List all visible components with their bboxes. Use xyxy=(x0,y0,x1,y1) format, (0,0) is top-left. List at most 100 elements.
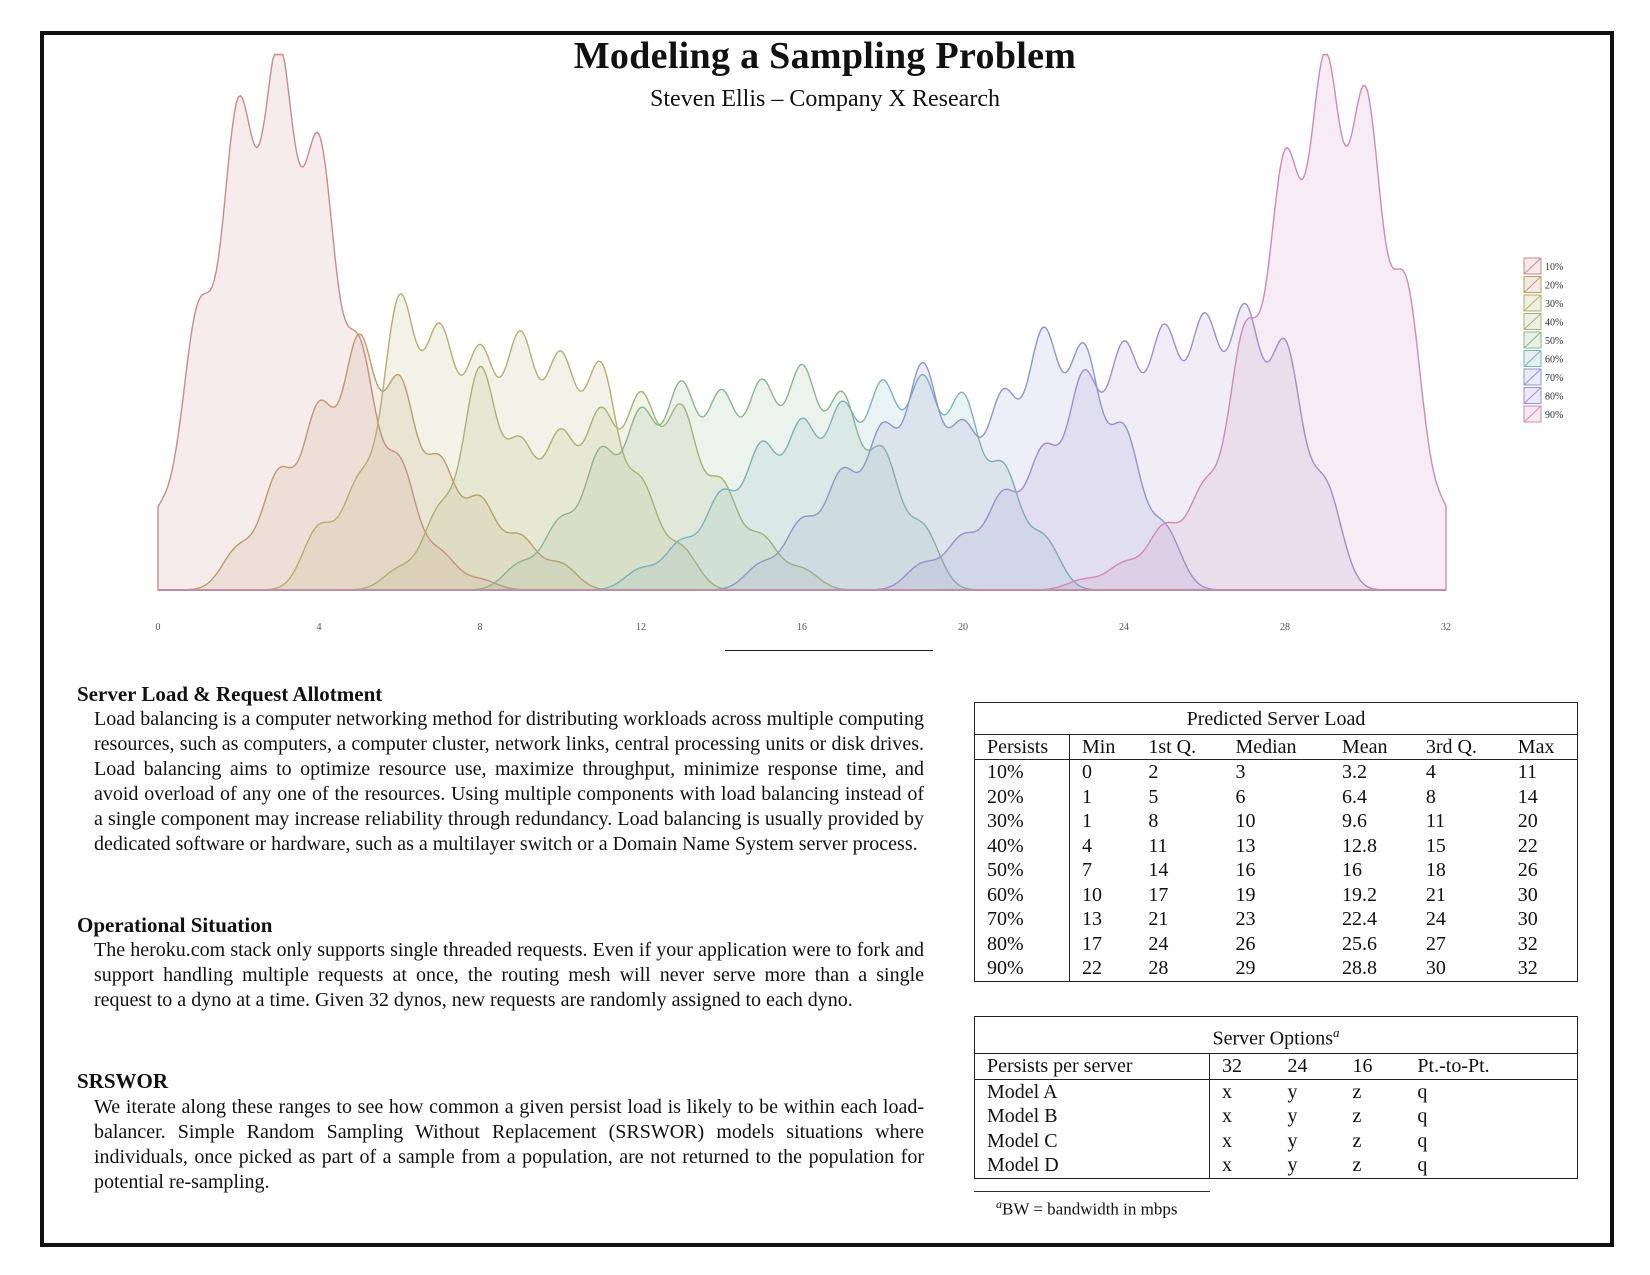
options-caption-text: Server Options xyxy=(1212,1027,1334,1050)
table-cell: 15 xyxy=(1425,834,1446,857)
server-options-table: Server Optionsa Persists per server 32 24 1… xyxy=(974,1016,1578,1179)
table-cell: 20% xyxy=(974,784,1070,809)
table-cell: 30 xyxy=(1517,908,1538,930)
legend-swatch-stroke xyxy=(1523,405,1542,423)
legend-label: 40% xyxy=(1545,318,1563,329)
table-cell: x xyxy=(1222,1154,1232,1177)
table-cell: 29 xyxy=(1235,957,1256,979)
table-row: 50% 7 14 16 16 18 26 xyxy=(974,858,1578,883)
legend-label: 80% xyxy=(1545,392,1563,403)
table-cell: 13 xyxy=(1082,908,1102,930)
table-cell: x xyxy=(1222,1080,1232,1103)
table-cell: 10 xyxy=(1235,810,1256,832)
column-header: Median xyxy=(1235,735,1297,758)
x-tick-label: 20 xyxy=(958,622,968,633)
table-cell: 14 xyxy=(1517,785,1538,808)
table-cell: 24 xyxy=(1425,908,1446,930)
table-caption: Predicted Server Load xyxy=(974,702,1578,735)
table-cell: 19 xyxy=(1235,883,1256,906)
x-tick-label: 0 xyxy=(156,622,161,633)
column-header: Min xyxy=(1082,735,1116,758)
table-cell: 21 xyxy=(1148,908,1169,930)
table-cell: y xyxy=(1287,1154,1298,1177)
legend-label: 30% xyxy=(1545,299,1563,310)
separator-rule xyxy=(725,650,933,651)
table-cell: Model C xyxy=(974,1128,1210,1154)
table-cell: 26 xyxy=(1517,859,1538,881)
table-cell: z xyxy=(1352,1105,1362,1128)
table-cell: 4 xyxy=(1425,761,1436,783)
x-tick-label: 12 xyxy=(636,622,646,633)
x-tick-label: 28 xyxy=(1280,622,1290,633)
table-cell: 9.6 xyxy=(1341,810,1367,832)
x-tick-label: 16 xyxy=(797,622,807,633)
table-cell: 0 xyxy=(1082,761,1092,783)
legend-swatch-stroke xyxy=(1523,350,1542,367)
footnote-text: BW = bandwidth in mbps xyxy=(1002,1199,1178,1219)
table-cell: q xyxy=(1417,1105,1428,1128)
table-row: 30% 1 8 10 9.6 11 20 xyxy=(974,809,1578,834)
table-cell: 17 xyxy=(1082,932,1102,955)
table-cell: 11 xyxy=(1517,761,1538,783)
table-cell: 8 xyxy=(1148,810,1159,832)
column-header: Mean xyxy=(1341,735,1388,758)
legend-swatch-stroke xyxy=(1523,294,1542,312)
legend-swatch-stroke xyxy=(1523,276,1542,293)
table-cell: 10% xyxy=(974,759,1070,785)
table-cell: x xyxy=(1222,1105,1232,1128)
table-cell: 26 xyxy=(1235,932,1256,955)
table-cell: z xyxy=(1352,1154,1362,1177)
x-tick-label: 8 xyxy=(478,622,483,633)
page-title: Modeling a Sampling Problem xyxy=(573,35,1077,77)
footnote: aBW = bandwidth in mbps xyxy=(996,1197,1178,1220)
table-cell: 8 xyxy=(1425,785,1436,808)
table-cell: 3 xyxy=(1235,761,1246,783)
table-cell: z xyxy=(1352,1129,1362,1152)
table-row: Model D x y z q xyxy=(974,1153,1578,1179)
table-cell: Model A xyxy=(974,1079,1210,1105)
legend-swatch-stroke xyxy=(1523,368,1542,386)
column-header: Persists xyxy=(974,734,1070,760)
section-text-load: Load balancing is a computer networking … xyxy=(94,708,924,855)
column-header: 3rd Q. xyxy=(1425,735,1477,758)
table-cell: 80% xyxy=(974,931,1070,956)
table-cell: 90% xyxy=(974,956,1070,981)
column-header: 32 xyxy=(1222,1055,1242,1078)
table-cell: 5 xyxy=(1148,785,1159,808)
table-cell: q xyxy=(1417,1129,1428,1152)
legend-label: 70% xyxy=(1545,373,1563,384)
legend-swatch-stroke xyxy=(1523,331,1542,349)
table-cell: 50% xyxy=(974,858,1070,883)
column-header: Pt.-to-Pt. xyxy=(1417,1055,1490,1078)
legend-label: 10% xyxy=(1545,262,1563,273)
column-header: Max xyxy=(1517,735,1555,758)
section-text-operational: The heroku.com stack only supports singl… xyxy=(94,939,924,1011)
table-cell: x xyxy=(1222,1129,1232,1152)
table-cell: 25.6 xyxy=(1341,932,1377,955)
table-cell: 14 xyxy=(1148,859,1169,881)
table-cell: Model D xyxy=(974,1153,1210,1179)
table-row: 90% 22 28 29 28.8 30 32 xyxy=(974,956,1578,981)
table-row: 20% 1 5 6 6.4 8 14 xyxy=(974,784,1578,809)
table-cell: 16 xyxy=(1235,859,1256,881)
table-cell: 20 xyxy=(1517,810,1538,832)
density-chart: 0 4 8 12 16 20 24 28 32 10% 20% 30% 40% 50% 60% 70% 80% 9… xyxy=(156,53,1563,633)
column-header: 1st Q. xyxy=(1148,735,1197,758)
table-row: Model C x y z q xyxy=(974,1128,1578,1154)
table-cell: 28 xyxy=(1148,957,1169,979)
table-cell: 18 xyxy=(1425,859,1446,881)
table-cell: 32 xyxy=(1517,957,1538,979)
table-cell: 27 xyxy=(1425,932,1446,955)
x-tick-label: 4 xyxy=(317,622,322,633)
table-cell: Model B xyxy=(974,1104,1210,1129)
legend-label: 50% xyxy=(1545,336,1563,347)
x-tick-label: 24 xyxy=(1119,622,1129,633)
table-cell: 19.2 xyxy=(1341,883,1377,906)
table-cell: 60% xyxy=(974,882,1070,907)
table-cell: y xyxy=(1287,1080,1298,1103)
table-cell: 16 xyxy=(1341,859,1362,881)
section-text-srswor: We iterate along these ranges to see how… xyxy=(94,1096,924,1193)
table-cell: 13 xyxy=(1235,834,1256,857)
table-cell: 30 xyxy=(1517,883,1538,906)
table-cell: 70% xyxy=(974,907,1070,932)
